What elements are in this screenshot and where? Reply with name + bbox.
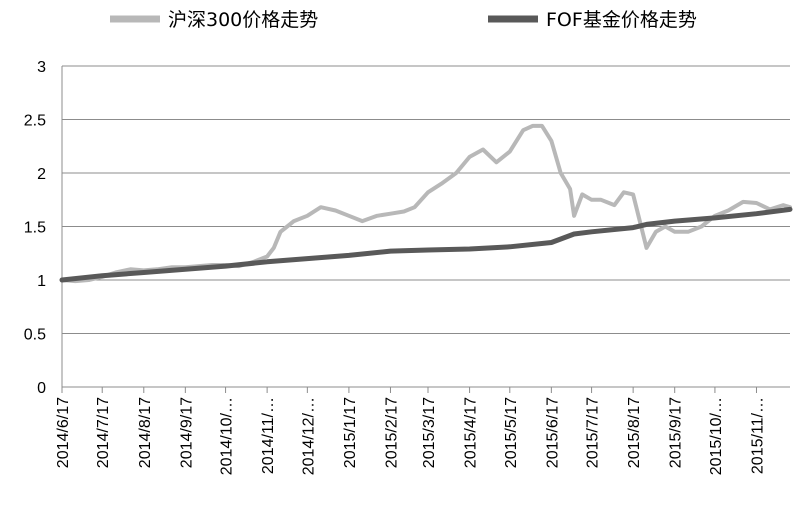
x-tick-label-0: 2014/6/17 — [55, 397, 72, 468]
y-tick-label-6: 3 — [37, 59, 46, 76]
x-tick-label-6: 2014/12/… — [300, 397, 317, 475]
x-tick-label-1: 2014/7/17 — [95, 397, 112, 468]
x-tick-label-11: 2015/5/17 — [503, 397, 520, 468]
y-tick-label-5: 2.5 — [24, 113, 46, 130]
x-tick-label-12: 2015/6/17 — [544, 397, 561, 468]
x-tick-label-2: 2014/8/17 — [137, 397, 154, 468]
series-line-hs300 — [60, 123, 792, 284]
x-tick-label-16: 2015/10/… — [708, 397, 725, 475]
x-axis: 2014/6/17 2014/7/17 2014/8/17 2014/9/17 2014… — [55, 386, 790, 475]
x-tick-label-9: 2015/3/17 — [421, 397, 438, 468]
legend-label-hs300: 沪深300价格走势 — [168, 9, 318, 31]
y-axis-ticks: 0 0.5 1 1.5 2 2.5 3 — [24, 59, 46, 397]
series-line-fof — [59, 206, 793, 283]
grid-lines — [61, 65, 790, 387]
x-tick-label-4: 2014/10/… — [219, 397, 236, 475]
legend-label-fof: FOF基金价格走势 — [546, 9, 697, 31]
y-tick-label-0: 0 — [37, 380, 46, 397]
y-tick-label-3: 1.5 — [24, 220, 46, 237]
x-tick-label-13: 2015/7/17 — [585, 397, 602, 468]
x-tick-label-14: 2015/8/17 — [626, 397, 643, 468]
y-tick-label-1: 0.5 — [24, 327, 46, 344]
x-tick-label-15: 2015/9/17 — [668, 397, 685, 468]
x-tick-label-10: 2015/4/17 — [463, 397, 480, 468]
x-tick-label-3: 2014/9/17 — [178, 397, 195, 468]
x-tick-label-7: 2015/1/17 — [342, 397, 359, 468]
plot-area — [59, 123, 793, 284]
x-tick-label-5: 2014/11/… — [260, 397, 277, 474]
legend: 沪深300价格走势 FOF基金价格走势 — [110, 9, 697, 31]
y-tick-label-4: 2 — [37, 166, 46, 183]
y-tick-label-2: 1 — [37, 273, 46, 290]
x-tick-label-17: 2015/11/… — [749, 397, 766, 474]
x-tick-label-8: 2015/2/17 — [383, 397, 400, 468]
